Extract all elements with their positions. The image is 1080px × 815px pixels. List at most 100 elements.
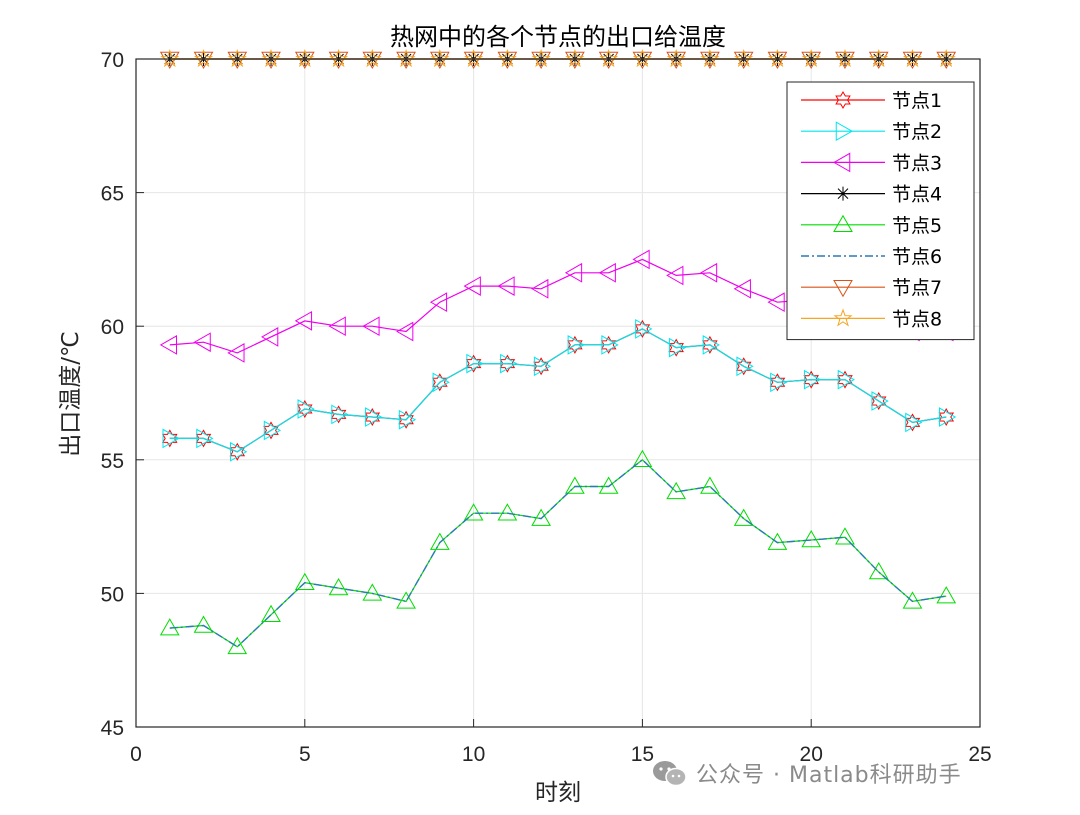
legend-label: 节点3 — [892, 152, 942, 174]
data-point — [666, 51, 687, 70]
wechat-icon — [653, 761, 687, 787]
data-point — [666, 265, 684, 286]
watermark: 公众号 · Matlab科研助手 — [652, 757, 962, 789]
data-point — [263, 420, 282, 441]
series-1 — [161, 319, 955, 461]
data-point — [365, 407, 383, 427]
x-axis-label: 时刻 — [535, 780, 581, 806]
data-point — [193, 332, 211, 353]
data-point — [632, 249, 650, 270]
data-point — [396, 591, 416, 609]
data-point — [868, 562, 889, 580]
data-point — [635, 319, 653, 339]
legend-label: 节点4 — [892, 184, 942, 206]
data-point — [767, 48, 787, 68]
legend-marker — [835, 121, 854, 142]
data-point — [936, 586, 957, 604]
data-point — [531, 508, 551, 526]
data-point — [666, 48, 686, 68]
data-point — [227, 343, 245, 363]
data-point — [767, 532, 788, 550]
data-point — [261, 51, 281, 70]
data-point — [466, 353, 484, 374]
data-point — [159, 51, 180, 70]
legend-marker — [835, 90, 851, 110]
data-point — [668, 337, 687, 358]
y-tick-label: 70 — [101, 49, 124, 72]
data-point — [497, 51, 518, 70]
data-point — [531, 51, 551, 70]
legend-marker — [836, 186, 850, 201]
legend-label: 节点8 — [892, 308, 942, 330]
series-6 — [169, 458, 947, 648]
data-point — [767, 292, 785, 313]
x-tick-label: 10 — [462, 743, 485, 766]
legend-marker — [833, 279, 853, 298]
data-point — [601, 335, 619, 355]
data-point — [294, 310, 313, 331]
data-point — [396, 51, 416, 70]
legend-label: 节点1 — [892, 90, 942, 112]
data-point — [733, 278, 751, 299]
x-tick-label: 0 — [130, 743, 142, 766]
data-point — [160, 48, 180, 68]
data-point — [497, 48, 517, 68]
data-point — [699, 262, 718, 283]
data-point — [328, 51, 349, 70]
legend-marker — [832, 152, 851, 173]
data-point — [565, 51, 585, 70]
y-axis-label: 出口温度/℃ — [58, 331, 84, 457]
data-point — [801, 51, 822, 70]
data-point — [227, 51, 248, 70]
data-point — [497, 276, 515, 296]
data-point — [733, 508, 754, 526]
data-point — [463, 276, 481, 296]
series-line — [169, 328, 947, 453]
chart-title: 热网中的各个节点的出口给温度 — [390, 23, 726, 51]
series-line — [169, 459, 947, 648]
data-point — [565, 48, 585, 68]
data-point — [159, 335, 178, 355]
data-point — [531, 278, 549, 299]
legend-box — [786, 81, 975, 341]
data-point — [733, 51, 754, 70]
data-point — [294, 51, 315, 70]
legend-marker — [833, 308, 853, 327]
y-tick-label: 55 — [101, 450, 124, 473]
legend: 节点1 节点2 节点3 节点4 节点5 节点6 节点7 节点8 — [786, 81, 975, 341]
y-tick-label: 60 — [101, 316, 124, 339]
data-point — [297, 399, 315, 419]
data-point — [869, 48, 889, 68]
legend-label: 节点2 — [892, 121, 942, 143]
data-point — [936, 48, 956, 68]
data-point — [227, 48, 247, 68]
data-point — [396, 48, 416, 68]
legend-label: 节点7 — [892, 277, 942, 299]
data-point — [905, 412, 923, 433]
data-point — [432, 372, 450, 393]
legend-marker — [833, 214, 853, 233]
series-8 — [160, 48, 956, 68]
data-point — [362, 48, 382, 68]
series-line — [169, 328, 947, 453]
x-tick-label: 15 — [631, 743, 654, 766]
data-point — [564, 262, 583, 283]
data-point — [770, 372, 788, 393]
data-point — [801, 48, 821, 68]
data-point — [936, 51, 957, 70]
data-point — [871, 391, 889, 411]
data-point — [902, 51, 923, 70]
data-point — [533, 356, 552, 377]
series-7 — [159, 51, 957, 70]
legend-label: 节点6 — [892, 246, 942, 268]
data-point — [632, 48, 652, 68]
data-point — [261, 327, 279, 347]
series-line — [169, 458, 947, 648]
data-point — [835, 527, 855, 545]
data-point — [331, 404, 349, 425]
data-point — [328, 316, 346, 337]
data-point — [902, 48, 923, 68]
data-point — [598, 262, 616, 283]
data-point — [261, 48, 281, 68]
data-point — [531, 48, 551, 68]
